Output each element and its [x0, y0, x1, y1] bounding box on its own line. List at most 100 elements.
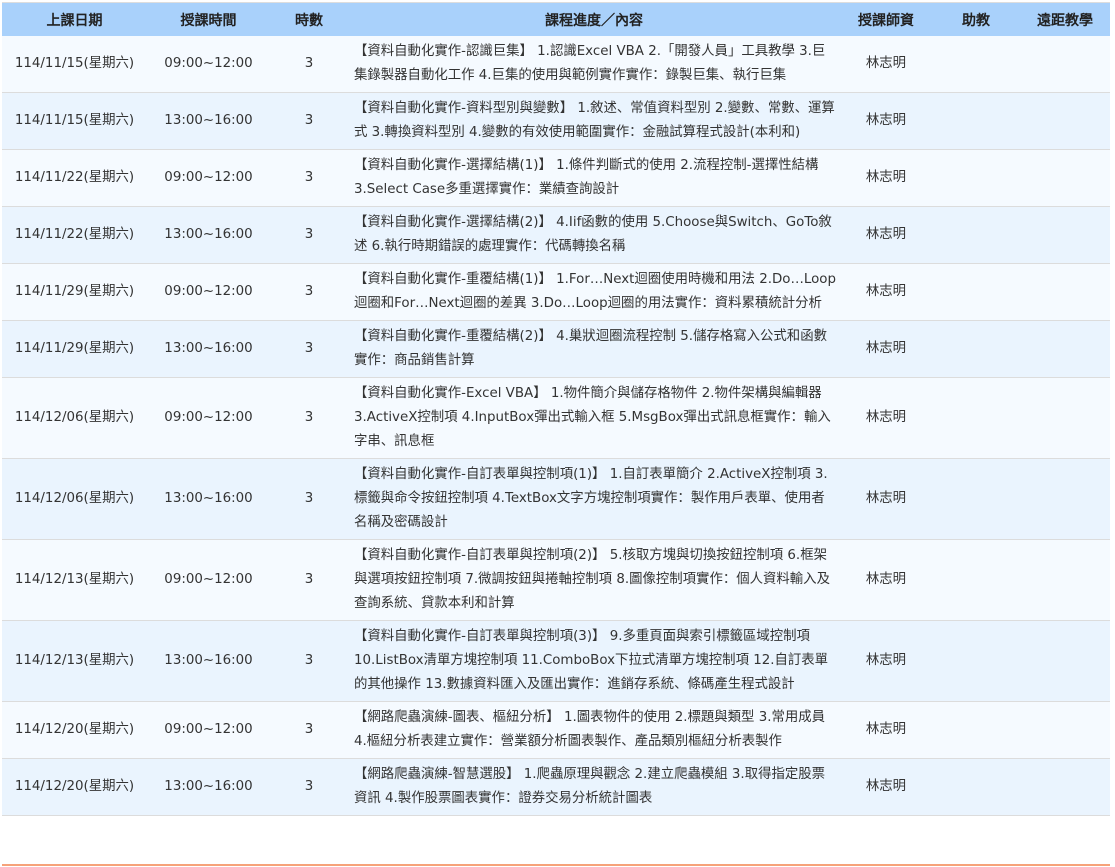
date-cell: 114/12/13(星期六) [2, 539, 147, 621]
table-row: 114/12/20(星期六) 09:00~12:00 3 【網路爬蟲演練-圖表、樞紐分… [2, 701, 1110, 759]
assistant-cell [932, 263, 1020, 321]
time-cell: 13:00~16:00 [147, 320, 270, 378]
time-cell: 13:00~16:00 [147, 92, 270, 150]
hours-cell: 3 [270, 701, 348, 759]
hours-cell: 3 [270, 458, 348, 540]
hours-cell: 3 [270, 758, 348, 816]
hours-cell: 3 [270, 149, 348, 207]
teacher-cell: 林志明 [840, 620, 932, 702]
teacher-cell: 林志明 [840, 206, 932, 264]
assistant-cell [932, 701, 1020, 759]
hours-cell: 3 [270, 620, 348, 702]
time-cell: 09:00~12:00 [147, 539, 270, 621]
remote-cell [1020, 539, 1110, 621]
date-cell: 114/12/13(星期六) [2, 620, 147, 702]
table-row: 114/11/22(星期六) 09:00~12:00 3 【資料自動化實作-選擇結構(… [2, 149, 1110, 207]
teacher-cell: 林志明 [840, 92, 932, 150]
assistant-cell [932, 539, 1020, 621]
time-cell: 13:00~16:00 [147, 758, 270, 816]
remote-cell [1020, 36, 1110, 93]
content-cell: 【網路爬蟲演練-圖表、樞紐分析】 1.圖表物件的使用 2.標題與類型 3.常用成… [348, 701, 840, 759]
header-teacher: 授課師資 [840, 2, 932, 36]
table-header-row: 上課日期 授課時間 時數 課程進度／內容 授課師資 助教 遠距教學 [2, 2, 1110, 36]
date-cell: 114/12/06(星期六) [2, 377, 147, 459]
content-cell: 【資料自動化實作-重覆結構(2)】 4.巢狀迴圈流程控制 5.儲存格寫入公式和函… [348, 320, 840, 378]
remote-cell [1020, 377, 1110, 459]
hours-cell: 3 [270, 539, 348, 621]
remote-cell [1020, 758, 1110, 816]
content-cell: 【網路爬蟲演練-智慧選股】 1.爬蟲原理與觀念 2.建立爬蟲模組 3.取得指定股… [348, 758, 840, 816]
header-time: 授課時間 [147, 2, 270, 36]
content-cell: 【資料自動化實作-資料型別與變數】 1.敘述、常值資料型別 2.變數、常數、運算… [348, 92, 840, 150]
table-row: 114/11/29(星期六) 09:00~12:00 3 【資料自動化實作-重覆結構(… [2, 263, 1110, 321]
teacher-cell: 林志明 [840, 320, 932, 378]
table-row: 114/12/20(星期六) 13:00~16:00 3 【網路爬蟲演練-智慧選股】 … [2, 758, 1110, 816]
content-cell: 【資料自動化實作-重覆結構(1)】 1.For…Next迴圈使用時機和用法 2.… [348, 263, 840, 321]
date-cell: 114/11/22(星期六) [2, 206, 147, 264]
hours-cell: 3 [270, 92, 348, 150]
time-cell: 09:00~12:00 [147, 36, 270, 93]
date-cell: 114/11/15(星期六) [2, 36, 147, 93]
remote-cell [1020, 620, 1110, 702]
hours-cell: 3 [270, 320, 348, 378]
table-row: 114/12/13(星期六) 09:00~12:00 3 【資料自動化實作-自訂表單與… [2, 539, 1110, 621]
assistant-cell [932, 206, 1020, 264]
table-row: 114/12/13(星期六) 13:00~16:00 3 【資料自動化實作-自訂表單與… [2, 620, 1110, 702]
assistant-cell [932, 458, 1020, 540]
content-cell: 【資料自動化實作-自訂表單與控制項(1)】 1.自訂表單簡介 2.ActiveX… [348, 458, 840, 540]
assistant-cell [932, 620, 1020, 702]
date-cell: 114/12/06(星期六) [2, 458, 147, 540]
date-cell: 114/11/29(星期六) [2, 263, 147, 321]
assistant-cell [932, 758, 1020, 816]
remote-cell [1020, 458, 1110, 540]
hours-cell: 3 [270, 36, 348, 93]
content-cell: 【資料自動化實作-自訂表單與控制項(2)】 5.核取方塊與切換按鈕控制項 6.框… [348, 539, 840, 621]
teacher-cell: 林志明 [840, 263, 932, 321]
time-cell: 13:00~16:00 [147, 458, 270, 540]
remote-cell [1020, 149, 1110, 207]
assistant-cell [932, 36, 1020, 93]
teacher-cell: 林志明 [840, 758, 932, 816]
hours-cell: 3 [270, 263, 348, 321]
time-cell: 13:00~16:00 [147, 620, 270, 702]
assistant-cell [932, 92, 1020, 150]
date-cell: 114/11/22(星期六) [2, 149, 147, 207]
header-date: 上課日期 [2, 2, 147, 36]
date-cell: 114/12/20(星期六) [2, 758, 147, 816]
remote-cell [1020, 92, 1110, 150]
table-row: 114/11/22(星期六) 13:00~16:00 3 【資料自動化實作-選擇結構(… [2, 206, 1110, 264]
remote-cell [1020, 263, 1110, 321]
header-content: 課程進度／內容 [348, 2, 840, 36]
teacher-cell: 林志明 [840, 377, 932, 459]
content-cell: 【資料自動化實作-自訂表單與控制項(3)】 9.多重頁面與索引標籤區域控制項 1… [348, 620, 840, 702]
time-cell: 09:00~12:00 [147, 263, 270, 321]
time-cell: 09:00~12:00 [147, 149, 270, 207]
table-row: 114/11/29(星期六) 13:00~16:00 3 【資料自動化實作-重覆結構(… [2, 320, 1110, 378]
remote-cell [1020, 206, 1110, 264]
course-schedule-table: 上課日期 授課時間 時數 課程進度／內容 授課師資 助教 遠距教學 114/11… [2, 2, 1110, 816]
table-row: 114/12/06(星期六) 09:00~12:00 3 【資料自動化實作-Excel… [2, 377, 1110, 459]
teacher-cell: 林志明 [840, 701, 932, 759]
time-cell: 09:00~12:00 [147, 701, 270, 759]
time-cell: 09:00~12:00 [147, 377, 270, 459]
table-row: 114/11/15(星期六) 13:00~16:00 3 【資料自動化實作-資料型別與… [2, 92, 1110, 150]
teacher-cell: 林志明 [840, 36, 932, 93]
teacher-cell: 林志明 [840, 149, 932, 207]
hours-cell: 3 [270, 377, 348, 459]
teacher-cell: 林志明 [840, 539, 932, 621]
date-cell: 114/11/15(星期六) [2, 92, 147, 150]
header-assistant: 助教 [932, 2, 1020, 36]
header-hours: 時數 [270, 2, 348, 36]
content-cell: 【資料自動化實作-選擇結構(2)】 4.Iif函數的使用 5.Choose與Sw… [348, 206, 840, 264]
header-remote: 遠距教學 [1020, 2, 1110, 36]
hours-cell: 3 [270, 206, 348, 264]
bottom-accent-line [2, 864, 1110, 866]
remote-cell [1020, 320, 1110, 378]
date-cell: 114/11/29(星期六) [2, 320, 147, 378]
content-cell: 【資料自動化實作-選擇結構(1)】 1.條件判斷式的使用 2.流程控制-選擇性結… [348, 149, 840, 207]
table-row: 114/12/06(星期六) 13:00~16:00 3 【資料自動化實作-自訂表單與… [2, 458, 1110, 540]
time-cell: 13:00~16:00 [147, 206, 270, 264]
remote-cell [1020, 701, 1110, 759]
assistant-cell [932, 149, 1020, 207]
date-cell: 114/12/20(星期六) [2, 701, 147, 759]
